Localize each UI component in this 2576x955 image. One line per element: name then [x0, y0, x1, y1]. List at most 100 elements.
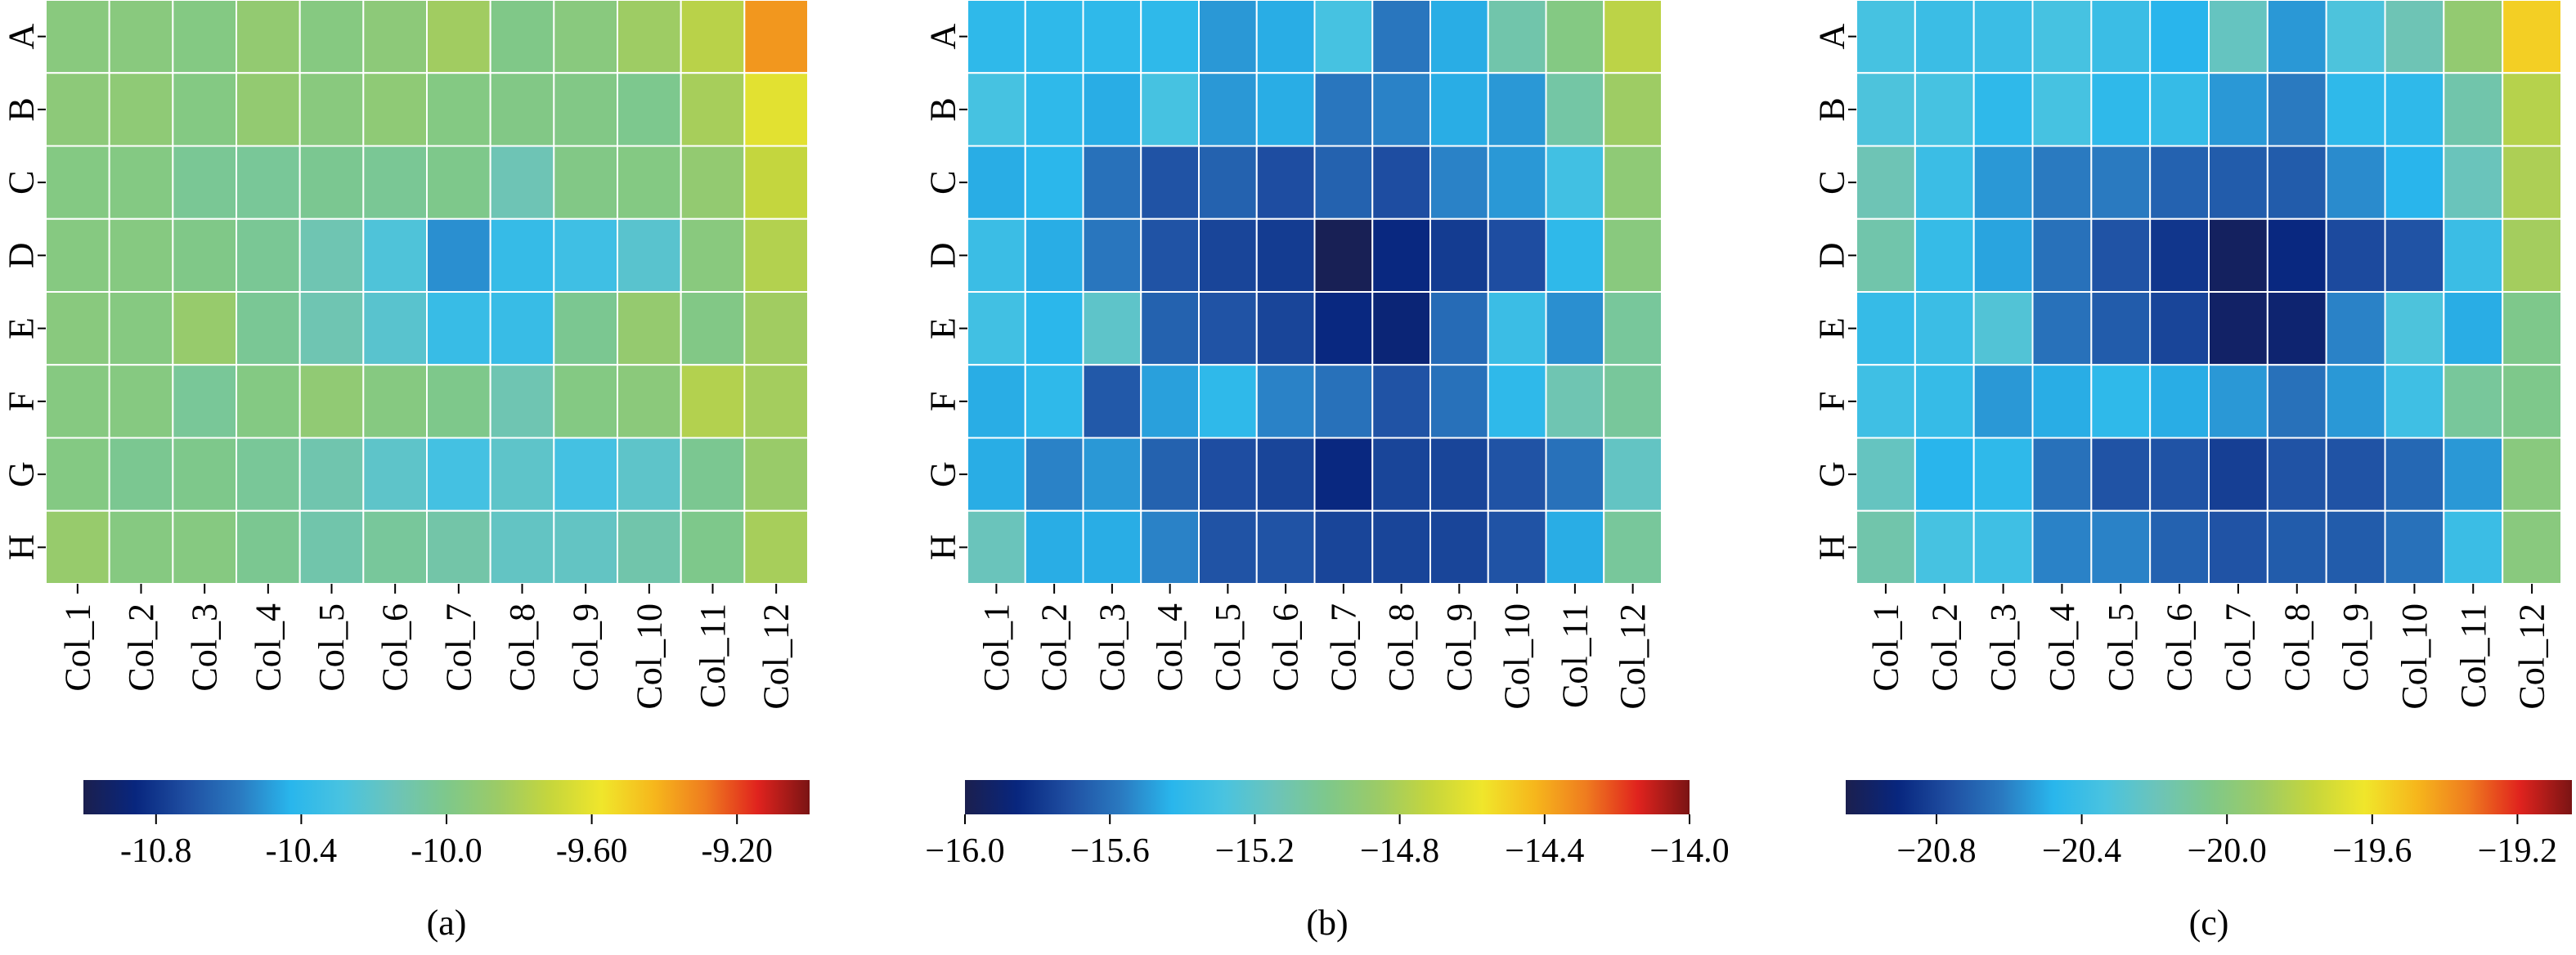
heatmap-cell-H-Col_8	[2266, 509, 2327, 585]
heatmap-cell-G-Col_5	[2090, 437, 2152, 512]
heatmap-cell-G-Col_4	[1140, 437, 1200, 512]
col-label-Col_1: Col_1	[1865, 603, 1905, 692]
heatmap-cell-C-Col_11	[2443, 145, 2504, 220]
heatmap-cell-H-Col_10	[2384, 509, 2445, 585]
heatmap-cell-F-Col_9	[553, 364, 619, 439]
heatmap-cell-H-Col_7	[426, 509, 491, 585]
heatmap-cell-C-Col_12	[743, 145, 810, 220]
heatmap-cell-D-Col_5	[1198, 217, 1258, 293]
heatmap-cell-G-Col_4	[236, 437, 301, 512]
heatmap-cell-F-Col_12	[2502, 364, 2562, 439]
heatmap-cell-A-Col_6	[2149, 0, 2210, 74]
heatmap-cell-A-Col_7	[2208, 0, 2269, 74]
colorbar	[83, 780, 810, 814]
heatmap-cell-E-Col_10	[2384, 291, 2445, 366]
heatmap-cell-C-Col_11	[1545, 145, 1605, 220]
heatmap-cell-C-Col_10	[617, 145, 682, 220]
heatmap-cell-E-Col_8	[2266, 291, 2327, 366]
heatmap-cell-G-Col_11	[680, 437, 746, 512]
heatmap-cell-F-Col_11	[1545, 364, 1605, 439]
heatmap-cell-D-Col_10	[617, 217, 682, 293]
row-label-D: D	[923, 242, 963, 268]
heatmap-cell-C-Col_7	[426, 145, 491, 220]
col-label-Col_9: Col_9	[1439, 603, 1479, 692]
heatmap-cell-C-Col_9	[2325, 145, 2386, 220]
heatmap-cell-E-Col_11	[1545, 291, 1605, 366]
heatmap-cell-H-Col_9	[1429, 509, 1489, 585]
col-label-Col_12: Col_12	[1613, 603, 1653, 710]
heatmap-cell-A-Col_2	[1914, 0, 1975, 74]
heatmap-cell-A-Col_11	[2443, 0, 2504, 74]
heatmap-cell-E-Col_11	[680, 291, 746, 366]
heatmap-cell-C-Col_5	[2090, 145, 2152, 220]
heatmap-cell-C-Col_6	[2149, 145, 2210, 220]
heatmap-cell-H-Col_2	[1024, 509, 1084, 585]
heatmap-cell-H-Col_10	[1487, 509, 1547, 585]
heatmap-cell-H-Col_4	[2031, 509, 2093, 585]
heatmap-cell-H-Col_12	[2502, 509, 2562, 585]
heatmap-cell-F-Col_7	[426, 364, 491, 439]
heatmap-cell-A-Col_5	[298, 0, 365, 74]
heatmap-cell-G-Col_11	[2443, 437, 2504, 512]
heatmap-cell-D-Col_6	[362, 217, 428, 293]
heatmap-cell-G-Col_7	[1313, 437, 1374, 512]
heatmap-cell-A-Col_9	[2325, 0, 2386, 74]
heatmap-cell-H-Col_6	[362, 509, 428, 585]
heatmap-cell-E-Col_5	[298, 291, 365, 366]
heatmap-cell-H-Col_6	[1255, 509, 1316, 585]
heatmap-cell-E-Col_3	[1082, 291, 1142, 366]
heatmap-cell-F-Col_4	[236, 364, 301, 439]
heatmap-cell-G-Col_12	[2502, 437, 2562, 512]
heatmap-cell-D-Col_2	[108, 217, 174, 293]
heatmap-cell-C-Col_2	[1914, 145, 1975, 220]
col-label-Col_5: Col_5	[312, 603, 352, 692]
heatmap-cell-D-Col_8	[1371, 217, 1431, 293]
heatmap-cell-A-Col_8	[489, 0, 555, 74]
heatmap-cell-G-Col_8	[1371, 437, 1431, 512]
heatmap-cell-D-Col_10	[1487, 217, 1547, 293]
heatmap-cell-C-Col_4	[236, 145, 301, 220]
heatmap-cell-D-Col_12	[743, 217, 810, 293]
heatmap-cell-F-Col_1	[967, 364, 1026, 439]
heatmap-cell-F-Col_1	[1856, 364, 1916, 439]
heatmap-cell-B-Col_7	[426, 72, 491, 147]
heatmap-cell-A-Col_3	[1082, 0, 1142, 74]
heatmap-cell-B-Col_4	[2031, 72, 2093, 147]
heatmap-cell-D-Col_5	[298, 217, 365, 293]
col-label-Col_7: Col_7	[1323, 603, 1363, 692]
heatmap-cell-A-Col_7	[426, 0, 491, 74]
heatmap-cell-G-Col_1	[1856, 437, 1916, 512]
colorbar	[1846, 780, 2572, 814]
heatmap-cell-F-Col_8	[2266, 364, 2327, 439]
colorbar	[965, 780, 1690, 814]
heatmap-cell-C-Col_12	[2502, 145, 2562, 220]
col-label-Col_6: Col_6	[1266, 603, 1306, 692]
col-label-Col_9: Col_9	[2336, 603, 2376, 692]
heatmap-cell-G-Col_2	[108, 437, 174, 512]
col-label-Col_11: Col_11	[1555, 603, 1595, 708]
heatmap-cell-H-Col_8	[489, 509, 555, 585]
heatmap-cell-G-Col_7	[2208, 437, 2269, 512]
row-label-F: F	[2, 392, 42, 411]
heatmap-cell-B-Col_3	[1972, 72, 2034, 147]
col-label-Col_2: Col_2	[1924, 603, 1964, 692]
row-label-H: H	[923, 534, 963, 560]
heatmap-cell-F-Col_7	[1313, 364, 1374, 439]
heatmap-cell-A-Col_12	[1603, 0, 1663, 74]
heatmap-cell-D-Col_1	[1856, 217, 1916, 293]
heatmap-cell-F-Col_11	[680, 364, 746, 439]
heatmap-cell-C-Col_3	[1972, 145, 2034, 220]
col-label-Col_1: Col_1	[976, 603, 1016, 692]
heatmap-cell-D-Col_3	[1972, 217, 2034, 293]
heatmap-cell-D-Col_12	[2502, 217, 2562, 293]
heatmap-cell-H-Col_8	[1371, 509, 1431, 585]
heatmap-cell-B-Col_12	[1603, 72, 1663, 147]
heatmap-cell-D-Col_9	[553, 217, 619, 293]
heatmap-cell-G-Col_11	[1545, 437, 1605, 512]
heatmap-cell-H-Col_6	[2149, 509, 2210, 585]
row-label-G: G	[923, 461, 963, 487]
heatmap-cell-B-Col_7	[2208, 72, 2269, 147]
heatmap-cell-C-Col_9	[1429, 145, 1489, 220]
heatmap-cell-G-Col_12	[743, 437, 810, 512]
heatmap-cell-E-Col_5	[1198, 291, 1258, 366]
